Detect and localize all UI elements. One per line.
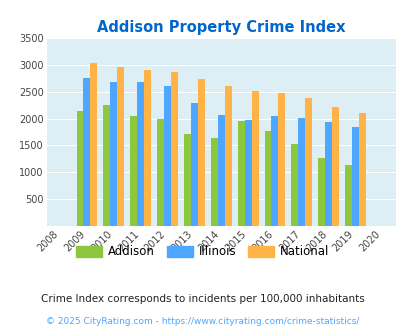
Bar — [298, 118, 305, 226]
Bar — [144, 70, 151, 226]
Bar — [271, 115, 278, 226]
Bar — [157, 118, 164, 226]
Bar — [130, 116, 137, 226]
Bar — [291, 144, 298, 226]
Bar — [358, 113, 365, 226]
Bar — [318, 158, 324, 226]
Text: Crime Index corresponds to incidents per 100,000 inhabitants: Crime Index corresponds to incidents per… — [41, 294, 364, 304]
Bar — [164, 86, 171, 226]
Bar — [305, 98, 311, 226]
Bar — [210, 139, 217, 226]
Bar — [324, 122, 331, 226]
Bar — [251, 91, 258, 226]
Bar — [117, 67, 124, 226]
Bar — [264, 131, 271, 226]
Bar — [83, 78, 90, 226]
Bar — [331, 107, 338, 226]
Bar — [171, 72, 177, 226]
Bar — [244, 120, 251, 226]
Bar — [344, 165, 351, 226]
Bar — [197, 79, 205, 226]
Text: © 2025 CityRating.com - https://www.cityrating.com/crime-statistics/: © 2025 CityRating.com - https://www.city… — [46, 317, 359, 326]
Bar — [76, 111, 83, 226]
Legend: Addison, Illinois, National: Addison, Illinois, National — [72, 241, 333, 263]
Bar — [278, 93, 285, 226]
Bar — [103, 105, 110, 226]
Bar — [237, 121, 244, 226]
Bar — [224, 86, 231, 226]
Bar — [217, 115, 224, 226]
Bar — [90, 63, 97, 226]
Bar — [183, 134, 190, 226]
Bar — [137, 82, 144, 226]
Title: Addison Property Crime Index: Addison Property Crime Index — [97, 20, 345, 35]
Bar — [351, 127, 358, 226]
Bar — [190, 103, 197, 226]
Bar — [110, 82, 117, 226]
